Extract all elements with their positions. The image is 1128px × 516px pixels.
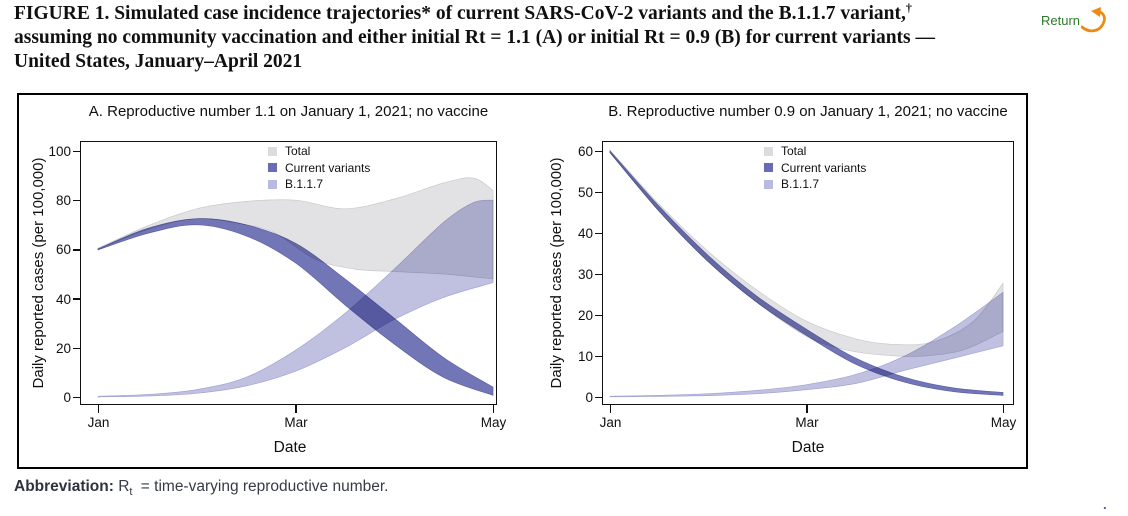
y-tick-label: 50 [577, 185, 593, 200]
y-tick [72, 249, 80, 251]
panel-b-plot-area [602, 141, 1014, 405]
y-tick-label: 40 [55, 291, 71, 307]
return-arrow-icon [1081, 7, 1106, 33]
legend-row: Total [764, 145, 866, 157]
x-tick-label: Jan [87, 415, 110, 430]
x-tick-label: May [480, 415, 507, 430]
x-tick-label: Mar [284, 415, 308, 430]
panel-b-title: B. Reproductive number 0.9 on January 1,… [608, 103, 1008, 120]
y-tick-label: 0 [585, 390, 593, 405]
legend-swatch [764, 179, 773, 189]
panel-b-legend: Total Current variants B.1.1.7 [764, 145, 866, 195]
y-tick-label: 10 [577, 349, 593, 364]
legend-label: Total [781, 144, 807, 158]
stray-period: . [1103, 497, 1107, 512]
y-tick [594, 314, 602, 317]
legend-swatch [268, 146, 277, 156]
y-tick [594, 232, 602, 235]
band-b-1-1-7 [609, 291, 1004, 398]
legend-swatch [268, 163, 277, 172]
y-tick [594, 355, 602, 358]
legend-label: Total [285, 144, 311, 158]
return-link[interactable]: Return [1041, 7, 1107, 35]
panel-a-plot-area [80, 141, 497, 405]
x-tick-label: May [990, 415, 1017, 430]
legend-label: Current variants [285, 160, 371, 175]
y-tick-label: 60 [55, 242, 71, 258]
band-b-1-1-7 [97, 199, 494, 398]
x-tick [1002, 405, 1005, 413]
legend-swatch [764, 163, 773, 172]
abbreviation-label: Abbreviation: [14, 478, 114, 495]
y-tick [594, 273, 602, 276]
legend-label: B.1.1.7 [285, 177, 324, 191]
y-tick-label: 100 [48, 144, 71, 159]
x-tick [492, 405, 495, 413]
x-tick-label: Mar [795, 415, 819, 430]
x-tick [97, 405, 100, 413]
abbreviation-note: Abbreviation: Rt = time-varying reproduc… [14, 478, 388, 498]
dagger-superscript: † [905, 0, 912, 15]
legend-row: B.1.1.7 [764, 178, 866, 190]
panel-a-x-axis-label: Date [273, 439, 307, 456]
figure-title-line2: assuming no community vaccination and ei… [14, 27, 936, 48]
legend-row: Current variants [268, 162, 370, 174]
return-link-label[interactable]: Return [1041, 13, 1081, 28]
band-current-variants [97, 218, 494, 396]
legend-label: B.1.1.7 [781, 177, 820, 191]
y-tick [72, 347, 80, 350]
x-tick [806, 405, 808, 413]
y-tick-label: 0 [63, 390, 71, 405]
legend-swatch [268, 179, 277, 189]
band-current-variants [609, 150, 1004, 396]
y-tick-label: 80 [55, 193, 71, 209]
y-tick-label: 60 [577, 144, 593, 159]
panel-a-title: A. Reproductive number 1.1 on January 1,… [88, 103, 489, 120]
panel-a-legend: Total Current variants B.1.1.7 [268, 145, 370, 195]
figure-title-line3: United States, January–April 2021 [14, 51, 303, 72]
legend-row: B.1.1.7 [268, 178, 370, 190]
y-tick [594, 191, 602, 194]
legend-row: Current variants [764, 162, 866, 174]
legend-swatch [764, 146, 773, 156]
legend-row: Total [268, 145, 370, 157]
y-tick [72, 298, 80, 300]
x-tick-label: Jan [599, 415, 622, 430]
y-tick-label: 30 [577, 267, 593, 282]
y-tick-label: 20 [55, 340, 71, 356]
figure-title-line1: FIGURE 1. Simulated case incidence traje… [14, 2, 935, 26]
y-tick [72, 150, 80, 153]
panel-b-x-axis-label: Date [791, 439, 825, 456]
x-tick [609, 405, 612, 413]
figure-title-line1-text: FIGURE 1. Simulated case incidence traje… [14, 3, 906, 24]
y-tick-label: 40 [577, 226, 593, 241]
abbreviation-rt: R [118, 478, 130, 495]
y-tick [72, 396, 80, 399]
y-tick [72, 199, 80, 202]
x-tick [295, 405, 297, 413]
figure-title: FIGURE 1. Simulated case incidence traje… [14, 2, 935, 74]
y-tick-label: 20 [577, 308, 593, 323]
panel-a-y-axis-label: Daily reported cases (per 100,000) [30, 157, 47, 389]
abbreviation-text: = time-varying reproductive number. [140, 478, 389, 495]
legend-label: Current variants [781, 160, 867, 175]
abbreviation-rt-subscript: t [129, 486, 133, 499]
y-tick [594, 150, 602, 153]
figure-panel: A. Reproductive number 1.1 on January 1,… [17, 93, 1028, 469]
y-tick [594, 396, 602, 399]
